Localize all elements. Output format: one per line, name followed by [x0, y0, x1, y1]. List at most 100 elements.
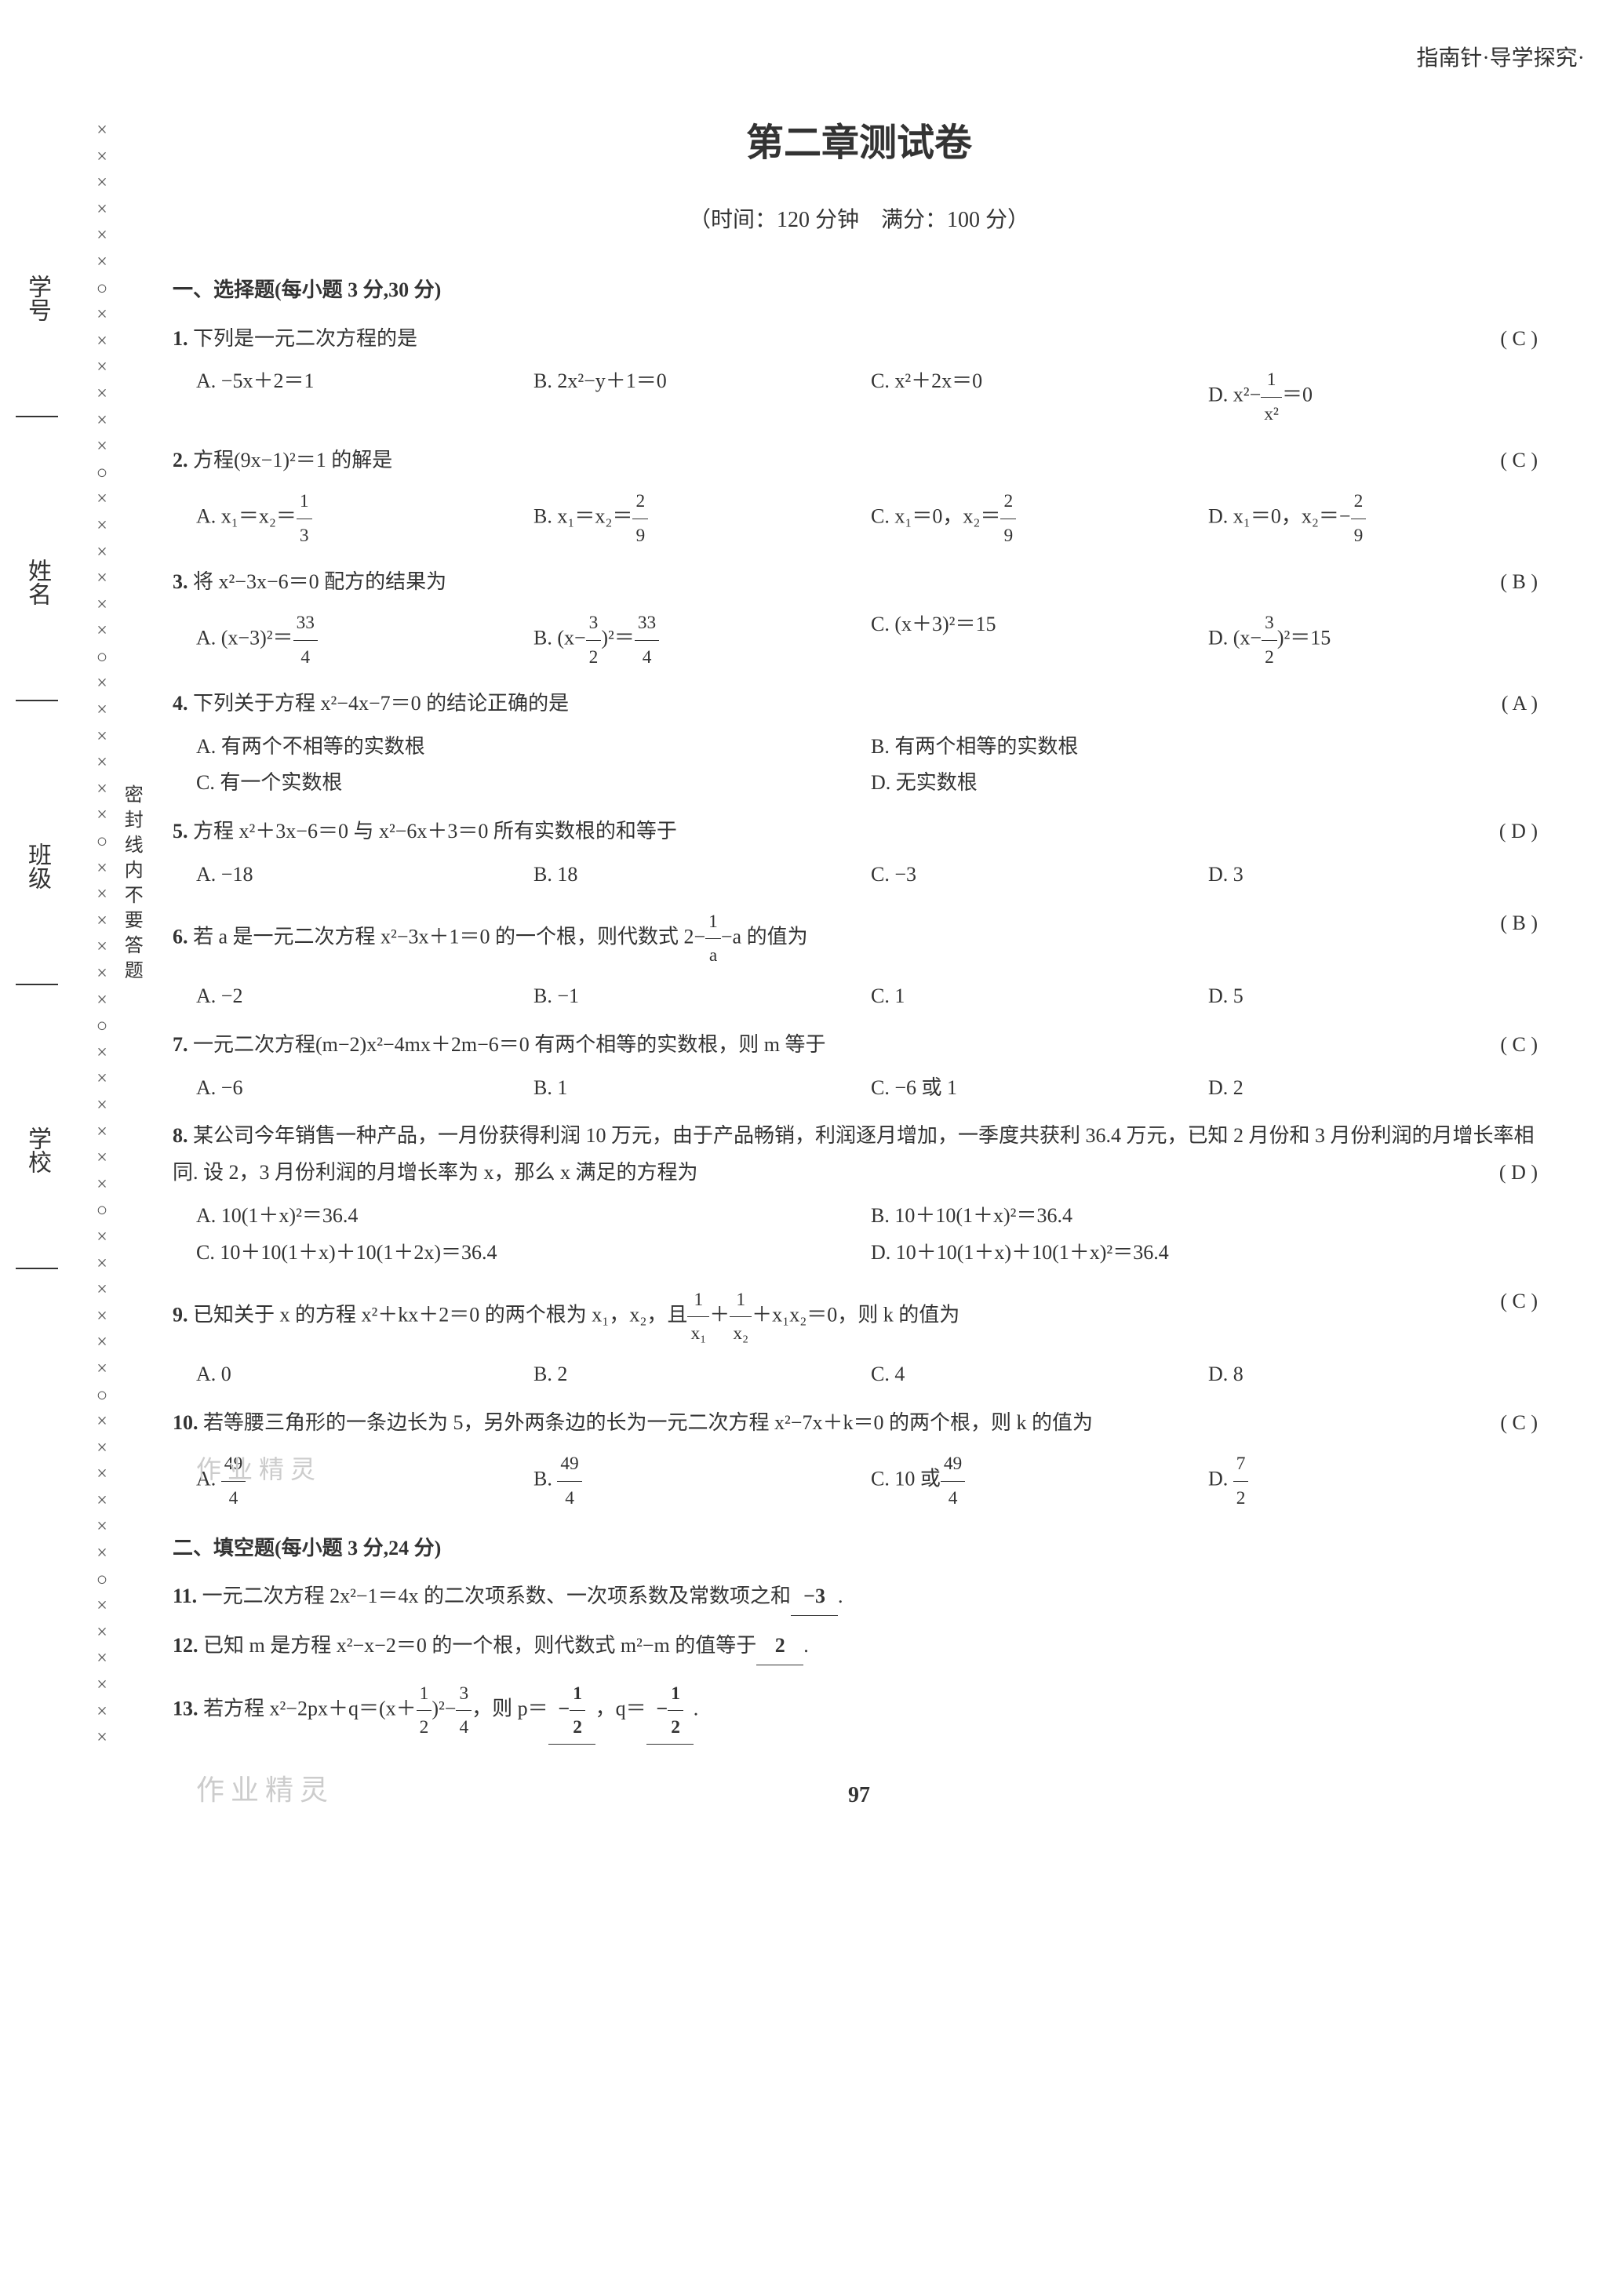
option-C: C. 1 [871, 978, 1208, 1015]
x-mark: × [96, 934, 107, 961]
x-mark: × [96, 486, 107, 513]
blank-answer: −3 [791, 1578, 838, 1616]
x-mark: × [96, 170, 107, 197]
question-text: 9. 已知关于 x 的方程 x²＋kx＋2＝0 的两个根为 x₁，x₂，且1x₁… [173, 1283, 1546, 1350]
x-mark: × [96, 1409, 107, 1436]
answer-mark: ( C ) [1500, 1283, 1538, 1320]
x-mark: × [96, 1093, 107, 1119]
option-D: D. 10＋10(1＋x)＋10(1＋x)²＝36.4 [871, 1235, 1546, 1272]
x-mark: × [96, 908, 107, 935]
question-text: 7. 一元二次方程(m−2)x²−4mx＋2m−6＝0 有两个相等的实数根，则 … [173, 1027, 1546, 1064]
option-D: D. 8 [1208, 1356, 1546, 1393]
x-mark: × [96, 697, 107, 724]
exam-subtitle: （时间：120 分钟 满分：100 分） [173, 201, 1546, 240]
x-mark: × [96, 408, 107, 435]
question-5: 5. 方程 x²＋3x−6＝0 与 x²−6x＋3＝0 所有实数根的和等于( D… [173, 813, 1546, 893]
x-mark: × [96, 197, 107, 224]
question-3: 3. 将 x²−3x−6＝0 配方的结果为( B )A. (x−3)²＝334B… [173, 564, 1546, 674]
side-label-xuexiao: 学校 [16, 1126, 58, 1269]
option-B: B. 1 [533, 1070, 871, 1107]
x-mark: × [96, 513, 107, 540]
question-9: 9. 已知关于 x 的方程 x²＋kx＋2＝0 的两个根为 x₁，x₂，且1x₁… [173, 1283, 1546, 1393]
x-mark: × [96, 1251, 107, 1278]
options-row: A. 0B. 2C. 4D. 8 [196, 1356, 1546, 1393]
x-mark: × [96, 882, 107, 908]
answer-mark: ( D ) [1499, 813, 1538, 850]
x-mark: × [96, 671, 107, 697]
option-A: A. (x−3)²＝334 [196, 606, 533, 673]
question-10: 10. 若等腰三角形的一条边长为 5，另外两条边的长为一元二次方程 x²−7x＋… [173, 1405, 1546, 1515]
options-row: A. −6B. 1C. −6 或 1D. 2 [196, 1070, 1546, 1107]
option-D: D. 2 [1208, 1070, 1546, 1107]
option-D: D. 5 [1208, 978, 1546, 1015]
x-mark: × [96, 1488, 107, 1515]
section2-header: 二、填空题(每小题 3 分,24 分) [173, 1530, 1546, 1567]
x-mark: × [96, 1461, 107, 1488]
option-B: B. 2x²−y＋1＝0 [533, 363, 871, 430]
option-B: B. −1 [533, 978, 871, 1015]
x-mark: × [96, 1145, 107, 1172]
option-C: C. x₁＝0，x₂＝29 [871, 485, 1208, 551]
option-C: C. 有一个实数根 [196, 765, 871, 802]
x-mark: × [96, 802, 107, 829]
x-mark: × [96, 592, 107, 619]
option-A: A. 0 [196, 1356, 533, 1393]
x-mark: × [96, 223, 107, 249]
x-mark: × [96, 1356, 107, 1383]
x-mark: × [96, 355, 107, 381]
x-mark: × [96, 750, 107, 777]
circle-mark: ○ [96, 1198, 108, 1225]
x-mark: × [96, 1225, 107, 1251]
x-mark: × [96, 1620, 107, 1647]
option-C: C. −3 [871, 857, 1208, 893]
answer-mark: ( B ) [1500, 905, 1538, 942]
x-mark: × [96, 1646, 107, 1672]
x-mark: × [96, 1593, 107, 1620]
question-text: 3. 将 x²−3x−6＝0 配方的结果为( B ) [173, 564, 1546, 601]
x-mark: × [96, 118, 107, 144]
option-A: A. 有两个不相等的实数根 [196, 729, 871, 766]
circle-mark: ○ [96, 829, 108, 856]
seal-line-instruction: 密封线内不要答题 [114, 784, 147, 985]
option-D: D. x²−1x²＝0 [1208, 363, 1546, 430]
x-mark: × [96, 1541, 107, 1567]
x-mark: × [96, 144, 107, 171]
circle-mark: ○ [96, 645, 108, 671]
x-mark: × [96, 381, 107, 408]
option-D: D. (x−32)²＝15 [1208, 606, 1546, 673]
x-mark: × [96, 249, 107, 276]
answer-mark: ( C ) [1500, 321, 1538, 358]
option-D: D. 72 [1208, 1447, 1546, 1514]
option-B: B. 有两个相等的实数根 [871, 729, 1546, 766]
option-C: C. (x＋3)²＝15 [871, 606, 1208, 673]
question-2: 2. 方程(9x−1)²＝1 的解是( C ) A. x₁＝x₂＝13B. x₁＝… [173, 442, 1546, 552]
x-mark: × [96, 961, 107, 988]
page-number: 97 [173, 1776, 1546, 1815]
circle-mark: ○ [96, 460, 108, 487]
option-D: D. 无实数根 [871, 765, 1546, 802]
options-row: A. −5x＋2＝1B. 2x²−y＋1＝0C. x²＋2x＝0D. x²−1x… [196, 363, 1546, 430]
option-A: 作业精灵A. 494 [196, 1447, 533, 1514]
question-text: 10. 若等腰三角形的一条边长为 5，另外两条边的长为一元二次方程 x²−7x＋… [173, 1405, 1546, 1442]
side-label-xuehao: 学号 [16, 275, 58, 417]
question-text: 2. 方程(9x−1)²＝1 的解是( C ) [173, 442, 1546, 479]
question-7: 7. 一元二次方程(m−2)x²−4mx＋2m−6＝0 有两个相等的实数根，则 … [173, 1027, 1546, 1107]
option-B: B. 18 [533, 857, 871, 893]
circle-mark: ○ [96, 276, 108, 303]
answer-mark: ( A ) [1502, 686, 1538, 722]
option-C: C. 10 或494 [871, 1447, 1208, 1514]
watermark-bottom: 作业精灵 [196, 1765, 334, 1816]
x-mark: × [96, 1066, 107, 1093]
question-6: 6. 若 a 是一元二次方程 x²−3x＋1＝0 的一个根，则代数式 2−1a−… [173, 905, 1546, 1015]
x-mark: × [96, 434, 107, 460]
option-A: A. x₁＝x₂＝13 [196, 485, 533, 551]
option-C: C. 4 [871, 1356, 1208, 1393]
blank-answer-2: −12 [646, 1677, 694, 1745]
side-label-banji: 班级 [16, 842, 58, 985]
header-right-text: 指南针·导学探究· [1416, 39, 1585, 78]
question-text: 5. 方程 x²＋3x−6＝0 与 x²−6x＋3＝0 所有实数根的和等于( D… [173, 813, 1546, 850]
question-4: 4. 下列关于方程 x²−4x−7＝0 的结论正确的是( A )A. 有两个不相… [173, 686, 1546, 802]
question-1: 1. 下列是一元二次方程的是( C )A. −5x＋2＝1B. 2x²−y＋1＝… [173, 321, 1546, 431]
option-B: B. x₁＝x₂＝29 [533, 485, 871, 551]
x-mark: × [96, 1172, 107, 1199]
